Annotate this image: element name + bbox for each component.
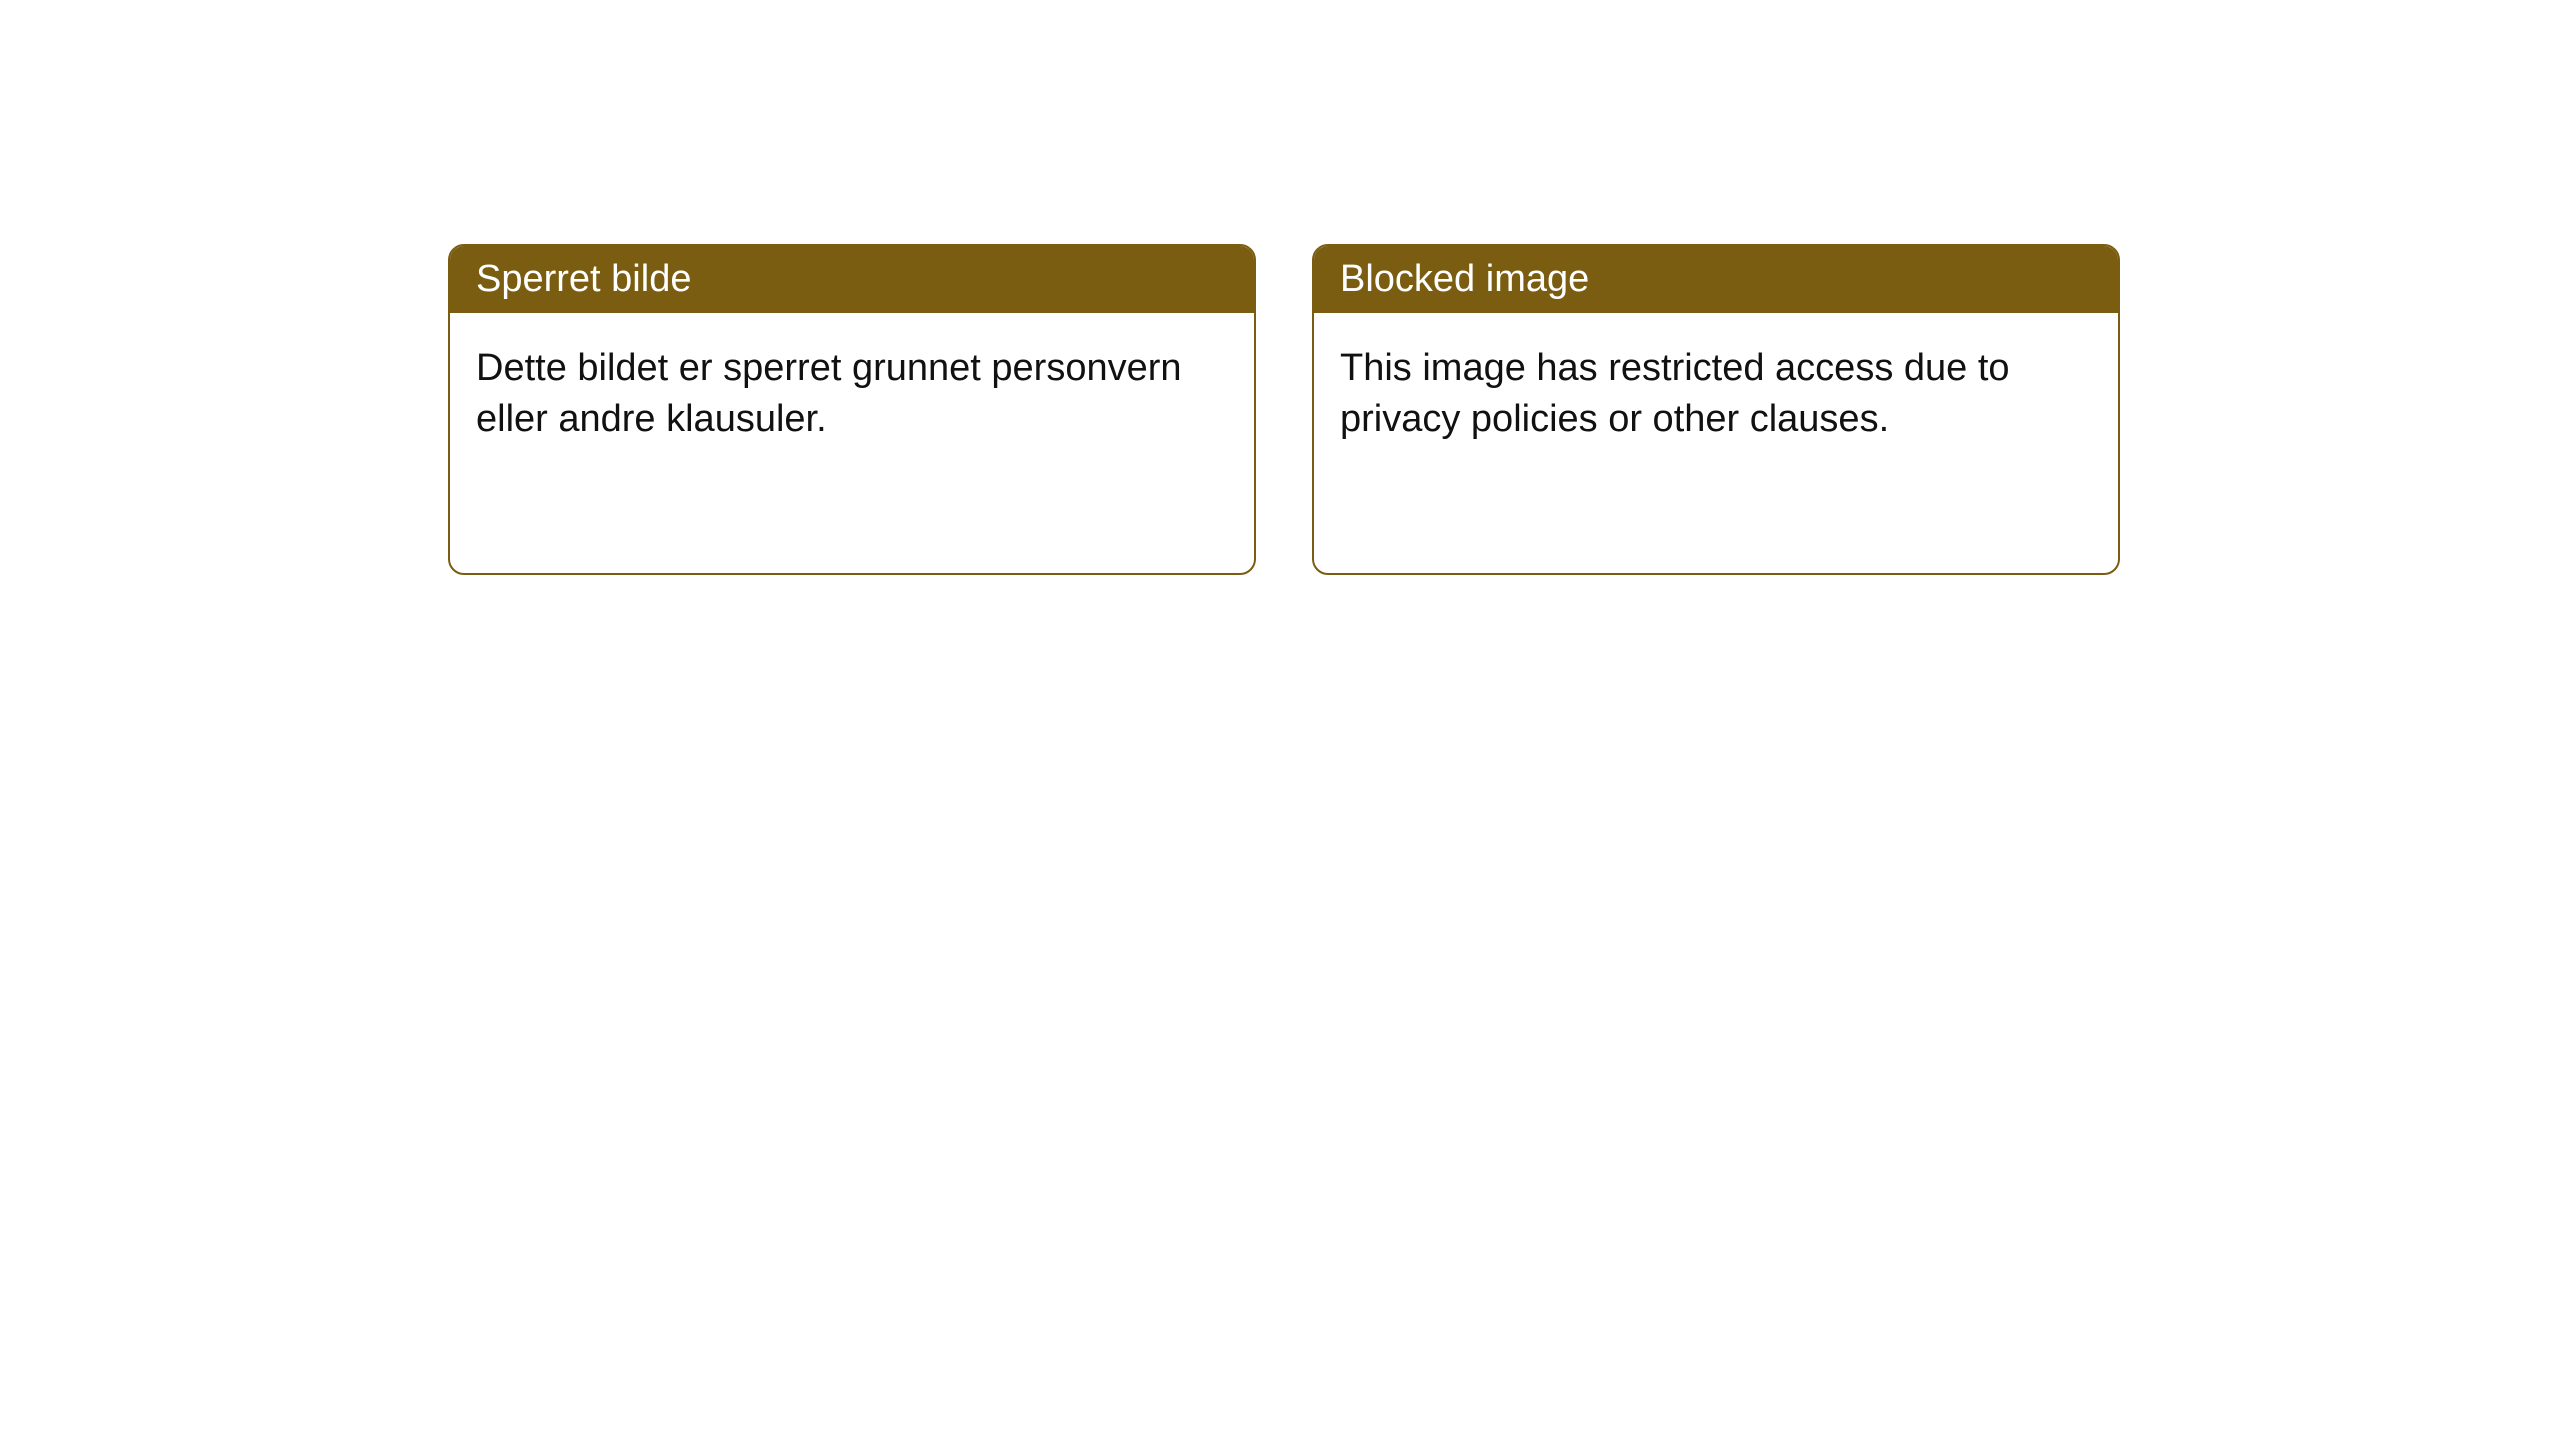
notice-body: This image has restricted access due to …	[1314, 313, 2118, 573]
notice-english: Blocked image This image has restricted …	[1312, 244, 2120, 575]
notices-container: Sperret bilde Dette bildet er sperret gr…	[0, 0, 2560, 575]
notice-body: Dette bildet er sperret grunnet personve…	[450, 313, 1254, 573]
notice-norwegian: Sperret bilde Dette bildet er sperret gr…	[448, 244, 1256, 575]
notice-title: Blocked image	[1314, 246, 2118, 313]
notice-title: Sperret bilde	[450, 246, 1254, 313]
